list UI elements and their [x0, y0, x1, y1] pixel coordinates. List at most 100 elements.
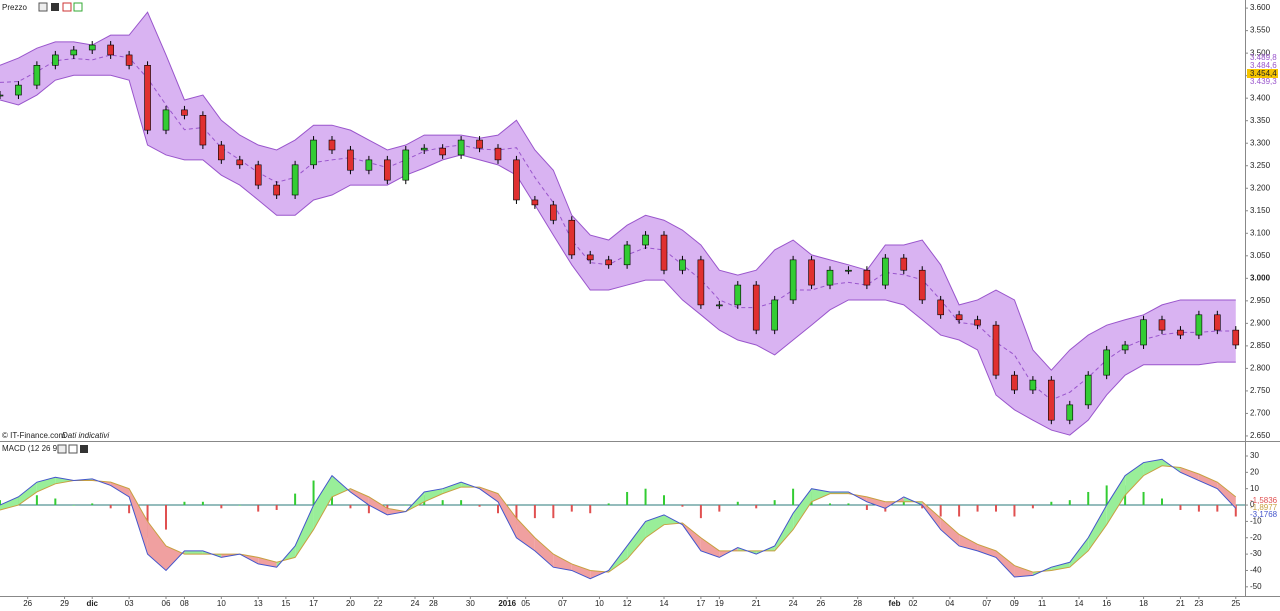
candle [107, 44, 114, 56]
candle [1084, 374, 1092, 406]
macd-fill [571, 563, 591, 579]
x-tick-label: 05 [521, 599, 530, 608]
candle [439, 147, 446, 156]
y-tick-label: 3.400 [1250, 93, 1271, 102]
histogram-bar [626, 491, 629, 506]
histogram-bar [570, 505, 573, 512]
macd-line [0, 458, 1237, 580]
x-tick-label: 26 [23, 599, 32, 608]
histogram-bar [976, 505, 979, 512]
macd-fill [110, 482, 130, 497]
histogram-bar [257, 505, 260, 512]
y-tick-label: 10 [1250, 484, 1259, 493]
candle [199, 114, 207, 146]
x-tick-label: 29 [60, 599, 69, 608]
macd-last-labels: -1,5836 -1,8977 -3,1768 [1250, 496, 1278, 519]
candle [347, 149, 354, 171]
histogram-bar [1087, 491, 1090, 506]
histogram-bar [958, 505, 961, 517]
candle [1048, 379, 1055, 421]
candle [236, 159, 244, 166]
candle [1158, 319, 1166, 331]
macd-fill [332, 475, 351, 497]
macd-fill [1088, 505, 1107, 551]
candle [33, 65, 41, 86]
histogram-bar [404, 505, 407, 506]
macd-fill [55, 477, 74, 484]
candle [900, 257, 908, 271]
candle [605, 259, 612, 266]
candle [1232, 329, 1240, 346]
macd-fill [184, 550, 203, 555]
y-tick-label: 3.050 [1250, 251, 1271, 260]
x-tick-label: 22 [374, 599, 383, 608]
x-tick-label: 30 [466, 599, 475, 608]
macd-fill [1217, 482, 1236, 509]
macd-fill [645, 514, 664, 538]
candle [955, 314, 963, 321]
candle [1214, 314, 1221, 331]
histogram-bar [1142, 491, 1145, 506]
histogram-bar [1161, 498, 1163, 506]
macd-fill [940, 518, 960, 546]
x-tick-label: 17 [696, 599, 705, 608]
histogram-bar [497, 505, 499, 514]
histogram-bar [1197, 505, 1200, 512]
y-tick-label: 20 [1250, 467, 1259, 476]
macd-fill [1051, 562, 1070, 571]
histogram-bar [0, 500, 1, 506]
candle [882, 257, 889, 286]
candle [162, 109, 170, 131]
histogram-bar [533, 505, 536, 519]
histogram-bar [128, 505, 131, 514]
candle [992, 324, 1000, 376]
x-tick-label: 28 [853, 599, 862, 608]
title-icons [38, 2, 83, 12]
macd-fill [387, 508, 406, 515]
macd-fill [811, 488, 830, 502]
candle [771, 299, 778, 331]
histogram-bar [1013, 505, 1016, 517]
x-tick-label: 14 [660, 599, 669, 608]
y-tick-label: -50 [1250, 582, 1262, 591]
y-tick-label: -20 [1250, 533, 1262, 542]
x-tick-label: 20 [346, 599, 355, 608]
x-tick-label: 07 [982, 599, 991, 608]
y-tick-label: 2.800 [1250, 364, 1271, 373]
note: Dati indicativi [62, 431, 109, 440]
candle [125, 54, 133, 66]
candle [734, 284, 742, 306]
macd-fill [368, 496, 388, 515]
histogram-bar [1050, 501, 1053, 506]
histogram-bar [91, 503, 94, 506]
histogram-bar [441, 500, 444, 506]
y-tick-label: 2.850 [1250, 341, 1271, 350]
histogram-bar [921, 505, 924, 509]
candle [568, 219, 576, 256]
histogram-bar [1216, 505, 1219, 512]
histogram-bar [663, 495, 665, 506]
x-tick-label: 10 [595, 599, 604, 608]
x-tick-label: 10 [217, 599, 226, 608]
macd-title: MACD (12 26 9) [2, 444, 60, 453]
macd-fill [295, 505, 314, 558]
y-tick-label: 3.350 [1250, 116, 1271, 125]
candle [457, 139, 465, 156]
macd-fill [774, 513, 794, 551]
y-tick-label: -30 [1250, 549, 1262, 558]
candle [181, 109, 188, 116]
candle [1195, 314, 1203, 336]
candle [1177, 329, 1184, 336]
histogram-bar [478, 505, 481, 507]
candle [716, 304, 723, 307]
macd-fill [1198, 473, 1218, 489]
macd-fill [313, 475, 332, 530]
price-last-labels: 3.489,8 3.484,6 3.454,4 3.439,3 [1247, 53, 1278, 86]
x-tick-label: 2016 [498, 599, 516, 608]
y-tick-label: 3.000 [1250, 273, 1271, 282]
x-tick-label: 23 [1194, 599, 1203, 608]
macd-fill [996, 550, 1015, 578]
histogram-bar [1068, 500, 1071, 506]
candle [476, 139, 483, 149]
